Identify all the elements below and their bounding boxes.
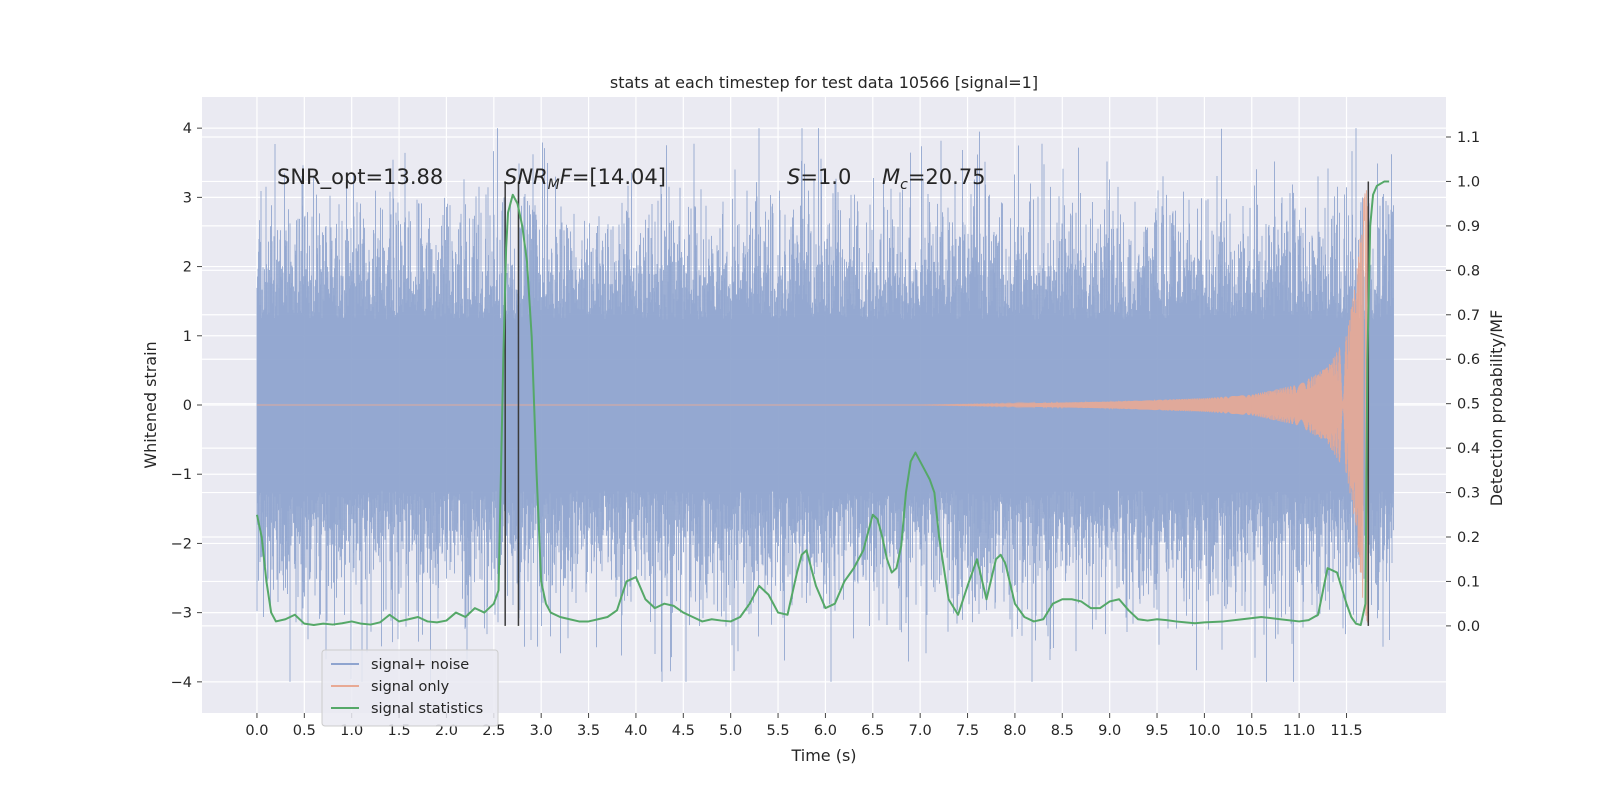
- y-right-tick-label: 0.1: [1457, 574, 1480, 590]
- series-signal-statistics: [255, 180, 1390, 626]
- annotation-s-symbol: S: [787, 165, 800, 189]
- annotation-snr-mf: SNRMF=[14.04]: [504, 165, 666, 193]
- annotations: SNR_opt=13.88 SNRMF=[14.04] S=1.0 Mc=20.…: [277, 165, 986, 193]
- y-tick-label: 3: [183, 190, 192, 206]
- annotation-snr-mf-value: =[14.04]: [572, 165, 666, 189]
- annotation-s: S=1.0: [787, 165, 851, 189]
- annotation-s-value: =1.0: [800, 165, 851, 189]
- y-axis-label-left: Whitened strain: [141, 341, 160, 468]
- annotation-snr-mf-mid: F: [560, 165, 573, 189]
- x-tick-label: 10.0: [1188, 723, 1220, 739]
- x-axis-ticks: 0.0 0.5 1.0 1.5 2.0 2.5 3.0 3.5 4.0 4.5 5.0 5.5 6.0 6…: [245, 713, 1363, 739]
- x-tick-label: 4.0: [624, 723, 647, 739]
- legend-label-signal-noise: signal+ noise: [371, 657, 469, 673]
- annotation-mc-value: =20.75: [908, 165, 986, 189]
- x-tick-label: 10.5: [1236, 723, 1268, 739]
- series-signal-noise: [256, 128, 1394, 682]
- y-axis-label-right: Detection probability/MF: [1487, 310, 1506, 507]
- x-tick-label: 8.5: [1051, 723, 1074, 739]
- x-tick-label: 9.5: [1145, 723, 1168, 739]
- annotation-snr-opt: SNR_opt=13.88: [277, 165, 443, 190]
- data-series-group: [255, 128, 1394, 682]
- y-right-tick-label: 0.4: [1457, 441, 1480, 457]
- y-tick-label: 4: [183, 121, 192, 137]
- y-tick-label: −1: [171, 467, 192, 483]
- y-right-tick-label: 0.5: [1457, 397, 1480, 413]
- x-tick-label: 11.5: [1330, 723, 1362, 739]
- y-tick-label: −3: [171, 606, 192, 622]
- y-tick-label: 1: [183, 329, 192, 345]
- x-tick-label: 3.5: [577, 723, 600, 739]
- y-right-tick-label: 0.8: [1457, 263, 1480, 279]
- legend: signal+ noise signal only signal statist…: [321, 649, 499, 727]
- series-signal-only: [256, 190, 1369, 623]
- chart-title: stats at each timestep for test data 105…: [610, 73, 1038, 92]
- x-tick-label: 7.5: [956, 723, 979, 739]
- y-right-tick-label: 1.0: [1457, 174, 1480, 190]
- y-tick-label: −2: [171, 536, 192, 552]
- y-tick-label: −4: [171, 675, 192, 691]
- x-tick-label: 9.0: [1098, 723, 1121, 739]
- y-right-tick-label: 0.2: [1457, 530, 1480, 546]
- x-tick-label: 5.5: [767, 723, 790, 739]
- legend-label-signal-only: signal only: [371, 679, 450, 695]
- y-tick-label: 0: [183, 398, 192, 414]
- y-right-tick-label: 0.7: [1457, 308, 1480, 324]
- x-tick-label: 5.0: [719, 723, 742, 739]
- x-tick-label: 3.0: [530, 723, 553, 739]
- annotation-mc-symbol: M: [882, 165, 900, 189]
- y-right-tick-label: 0.3: [1457, 486, 1480, 502]
- x-tick-label: 2.5: [482, 723, 505, 739]
- x-tick-label: 0.0: [245, 723, 268, 739]
- annotation-snr-mf-sub: M: [548, 177, 560, 193]
- x-tick-label: 11.0: [1283, 723, 1315, 739]
- y-right-tick-label: 0.0: [1457, 619, 1480, 635]
- y-tick-label: 2: [183, 260, 192, 276]
- y-right-tick-label: 1.1: [1457, 130, 1480, 146]
- x-tick-label: 7.0: [909, 723, 932, 739]
- legend-box: [321, 649, 499, 727]
- x-tick-label: 1.5: [388, 723, 411, 739]
- x-tick-label: 0.5: [293, 723, 316, 739]
- annotation-mc: Mc=20.75: [882, 165, 986, 193]
- y-axis-ticks-left: −4 −3 −2 −1 0 1 2 3 4: [171, 121, 202, 691]
- x-tick-label: 6.5: [861, 723, 884, 739]
- y-right-tick-label: 0.6: [1457, 352, 1480, 368]
- annotation-snr-mf-prefix: SNR: [504, 165, 548, 189]
- y-axis-ticks-right: 0.0 0.1 0.2 0.3 0.4 0.5 0.6 0.7 0.8 0.9 1.0 1.1: [1446, 130, 1480, 635]
- x-axis-label: Time (s): [790, 746, 856, 765]
- annotation-mc-sub: c: [900, 177, 908, 193]
- x-tick-label: 8.0: [1003, 723, 1026, 739]
- x-tick-label: 2.0: [435, 723, 458, 739]
- y-right-tick-label: 0.9: [1457, 219, 1480, 235]
- x-tick-label: 1.0: [340, 723, 363, 739]
- x-tick-label: 4.5: [672, 723, 695, 739]
- legend-label-signal-statistics: signal statistics: [371, 701, 483, 717]
- x-tick-label: 6.0: [814, 723, 837, 739]
